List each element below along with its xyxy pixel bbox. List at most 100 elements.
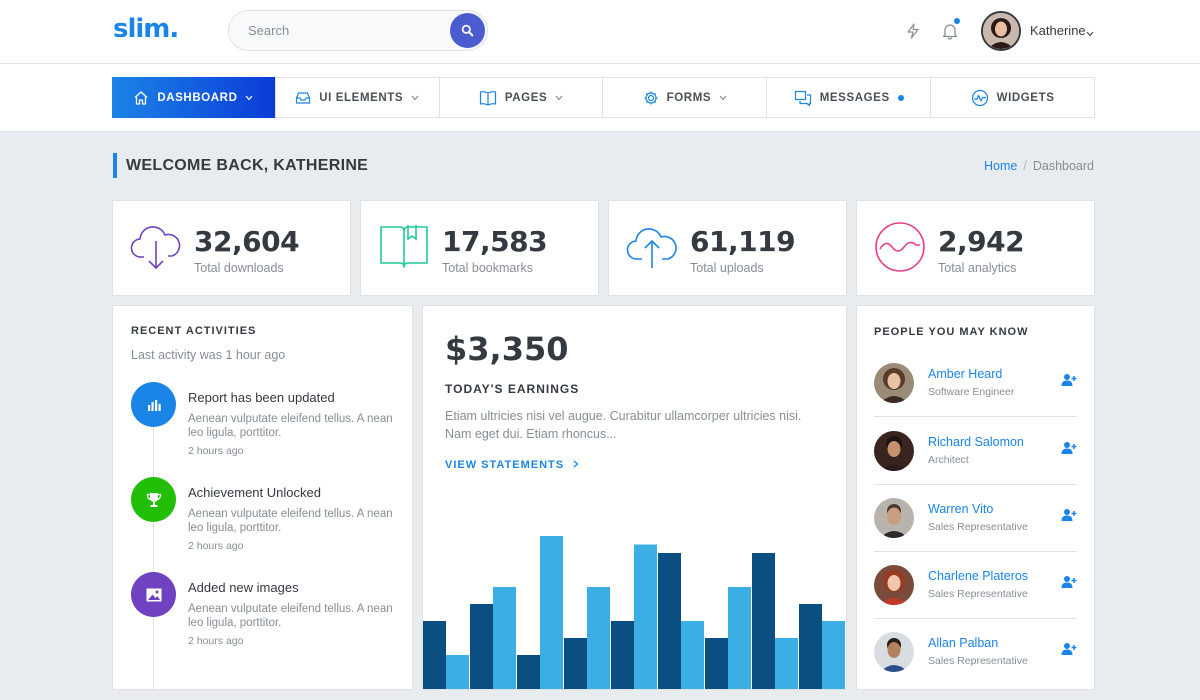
person-role: Sales Representative	[928, 521, 1028, 533]
notifications-button[interactable]	[939, 18, 961, 42]
avatar[interactable]	[874, 498, 914, 538]
stat-card-analytics: 2,942 Total analytics	[856, 200, 1095, 296]
activity-text: Aenean vulputate eleifend tellus. A nean…	[188, 603, 393, 629]
nav-label: FORMS	[666, 91, 712, 104]
search-button[interactable]	[450, 13, 485, 48]
user-avatar[interactable]	[981, 11, 1021, 51]
user-name[interactable]: Katherine	[1030, 23, 1086, 38]
chart-bar	[634, 544, 657, 689]
person-item: Richard Salomon Architect	[874, 417, 1077, 485]
search-input[interactable]	[230, 12, 445, 49]
avatar[interactable]	[874, 565, 914, 605]
person-name[interactable]: Charlene Plateros	[928, 569, 1029, 583]
search-box	[228, 10, 488, 51]
breadcrumb-home[interactable]: Home	[984, 159, 1018, 173]
top-header: slim. Katherine	[0, 0, 1200, 64]
person-item: Charlene Plateros Sales Representative	[874, 551, 1077, 619]
chart-bar	[540, 536, 563, 689]
chart-bar	[799, 604, 822, 689]
chart-bar	[775, 638, 798, 689]
stat-label: Total downloads	[194, 261, 284, 275]
nav-label: MESSAGES	[819, 91, 890, 104]
chart-bar	[587, 587, 610, 689]
activity-time: 2 hours ago	[188, 540, 244, 552]
person-role: Software Engineer	[928, 386, 1015, 398]
earnings-label: TODAY'S EARNINGS	[445, 382, 580, 396]
chart-bar	[705, 638, 728, 689]
card-title: PEOPLE YOU MAY KNOW	[874, 326, 1029, 338]
nav-label: PAGES	[504, 91, 548, 104]
person-role: Sales Representative	[928, 655, 1028, 667]
chevron-down-icon	[555, 95, 563, 100]
person-role: Sales Representative	[928, 588, 1028, 600]
stat-value: 61,119	[690, 225, 796, 258]
bolt-button[interactable]	[902, 20, 924, 42]
trophy-icon	[131, 477, 176, 522]
nav-label: DASHBOARD	[157, 91, 238, 104]
person-name[interactable]: Amber Heard	[928, 367, 1003, 381]
nav-item-ui-elements[interactable]: UI ELEMENTS	[276, 78, 440, 117]
link-label: VIEW STATEMENTS	[445, 459, 565, 471]
people-you-may-know-card: PEOPLE YOU MAY KNOW Amber Heard Software…	[856, 305, 1095, 690]
chat-icon	[794, 90, 811, 106]
add-user-icon[interactable]	[1061, 575, 1077, 589]
nav-label: UI ELEMENTS	[319, 91, 404, 104]
chevron-down-icon	[246, 95, 253, 100]
chevron-down-icon[interactable]	[1086, 24, 1094, 42]
activity-title: Report has been updated	[188, 390, 335, 405]
nav-item-messages[interactable]: MESSAGES	[767, 78, 932, 117]
home-icon	[134, 90, 148, 105]
chart-bar	[728, 587, 751, 689]
earnings-text: Etiam ultricies nisi vel augue. Curabitu…	[445, 409, 802, 441]
nav-item-dashboard[interactable]: DASHBOARD	[112, 77, 276, 118]
add-user-icon[interactable]	[1061, 373, 1077, 387]
nav-label: WIDGETS	[996, 91, 1055, 104]
person-name[interactable]: Warren Vito	[928, 502, 994, 516]
earnings-bar-chart	[423, 536, 845, 689]
stat-value: 17,583	[442, 225, 548, 258]
message-dot	[897, 94, 904, 101]
stat-card-downloads: 32,604 Total downloads	[112, 200, 351, 296]
activity-time: 2 hours ago	[188, 445, 244, 457]
timeline-line	[153, 401, 154, 691]
chart-bar	[822, 621, 845, 689]
add-user-icon[interactable]	[1061, 441, 1077, 455]
stat-label: Total uploads	[690, 261, 764, 275]
add-user-icon[interactable]	[1061, 508, 1077, 522]
person-item: Amber Heard Software Engineer	[874, 349, 1077, 417]
stat-value: 2,942	[938, 225, 1025, 258]
stat-label: Total analytics	[938, 261, 1017, 275]
pulse-icon	[971, 89, 988, 106]
person-name[interactable]: Allan Palban	[928, 636, 999, 650]
nav-item-forms[interactable]: FORMS	[603, 78, 768, 117]
avatar[interactable]	[874, 363, 914, 403]
chart-bar	[470, 604, 493, 689]
cloud-download-icon	[130, 226, 181, 270]
person-name[interactable]: Richard Salomon	[928, 435, 1024, 449]
nav-item-pages[interactable]: PAGES	[440, 78, 604, 117]
chart-bar	[446, 655, 469, 689]
recent-activities-card: RECENT ACTIVITIES Last activity was 1 ho…	[112, 305, 413, 691]
person-item: Warren Vito Sales Representative	[874, 484, 1077, 552]
book-icon	[479, 90, 496, 106]
add-user-icon[interactable]	[1061, 642, 1077, 656]
logo[interactable]: slim.	[113, 14, 179, 44]
person-role: Architect	[928, 454, 969, 466]
bar-chart-icon	[131, 382, 176, 427]
view-statements-link[interactable]: VIEW STATEMENTS	[445, 459, 579, 471]
bolt-icon	[907, 23, 919, 39]
stat-card-bookmarks: 17,583 Total bookmarks	[360, 200, 599, 296]
chart-bar	[611, 621, 634, 689]
stat-value: 32,604	[194, 225, 300, 258]
chart-bar	[658, 553, 681, 689]
avatar[interactable]	[874, 431, 914, 471]
avatar[interactable]	[874, 632, 914, 672]
chevron-down-icon	[719, 95, 727, 100]
stat-card-uploads: 61,119 Total uploads	[608, 200, 847, 296]
inbox-icon	[296, 91, 311, 104]
bell-icon	[942, 24, 958, 40]
chart-bar	[423, 621, 446, 689]
card-title: RECENT ACTIVITIES	[131, 325, 257, 337]
nav-item-widgets[interactable]: WIDGETS	[931, 78, 1094, 117]
chevron-down-icon	[411, 95, 419, 100]
